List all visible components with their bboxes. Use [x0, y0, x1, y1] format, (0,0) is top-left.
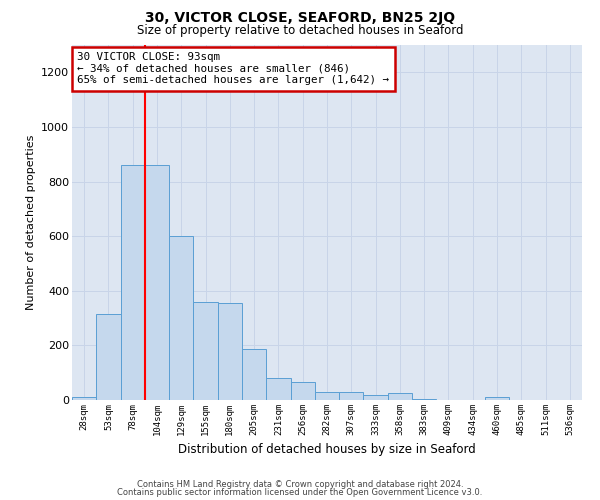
- Bar: [242, 350, 266, 400]
- Text: Contains public sector information licensed under the Open Government Licence v3: Contains public sector information licen…: [118, 488, 482, 497]
- Bar: [364, 394, 388, 400]
- Bar: [388, 393, 412, 400]
- Text: 30, VICTOR CLOSE, SEAFORD, BN25 2JQ: 30, VICTOR CLOSE, SEAFORD, BN25 2JQ: [145, 11, 455, 25]
- Bar: [266, 378, 290, 400]
- Bar: [193, 302, 218, 400]
- Bar: [315, 392, 339, 400]
- Text: Size of property relative to detached houses in Seaford: Size of property relative to detached ho…: [137, 24, 463, 37]
- Bar: [121, 165, 145, 400]
- Bar: [485, 398, 509, 400]
- Text: Contains HM Land Registry data © Crown copyright and database right 2024.: Contains HM Land Registry data © Crown c…: [137, 480, 463, 489]
- Bar: [96, 314, 121, 400]
- Y-axis label: Number of detached properties: Number of detached properties: [26, 135, 35, 310]
- Bar: [218, 303, 242, 400]
- Bar: [290, 382, 315, 400]
- Bar: [72, 398, 96, 400]
- Bar: [412, 398, 436, 400]
- Bar: [145, 165, 169, 400]
- Bar: [339, 392, 364, 400]
- Text: 30 VICTOR CLOSE: 93sqm
← 34% of detached houses are smaller (846)
65% of semi-de: 30 VICTOR CLOSE: 93sqm ← 34% of detached…: [77, 52, 389, 86]
- Bar: [169, 236, 193, 400]
- X-axis label: Distribution of detached houses by size in Seaford: Distribution of detached houses by size …: [178, 444, 476, 456]
